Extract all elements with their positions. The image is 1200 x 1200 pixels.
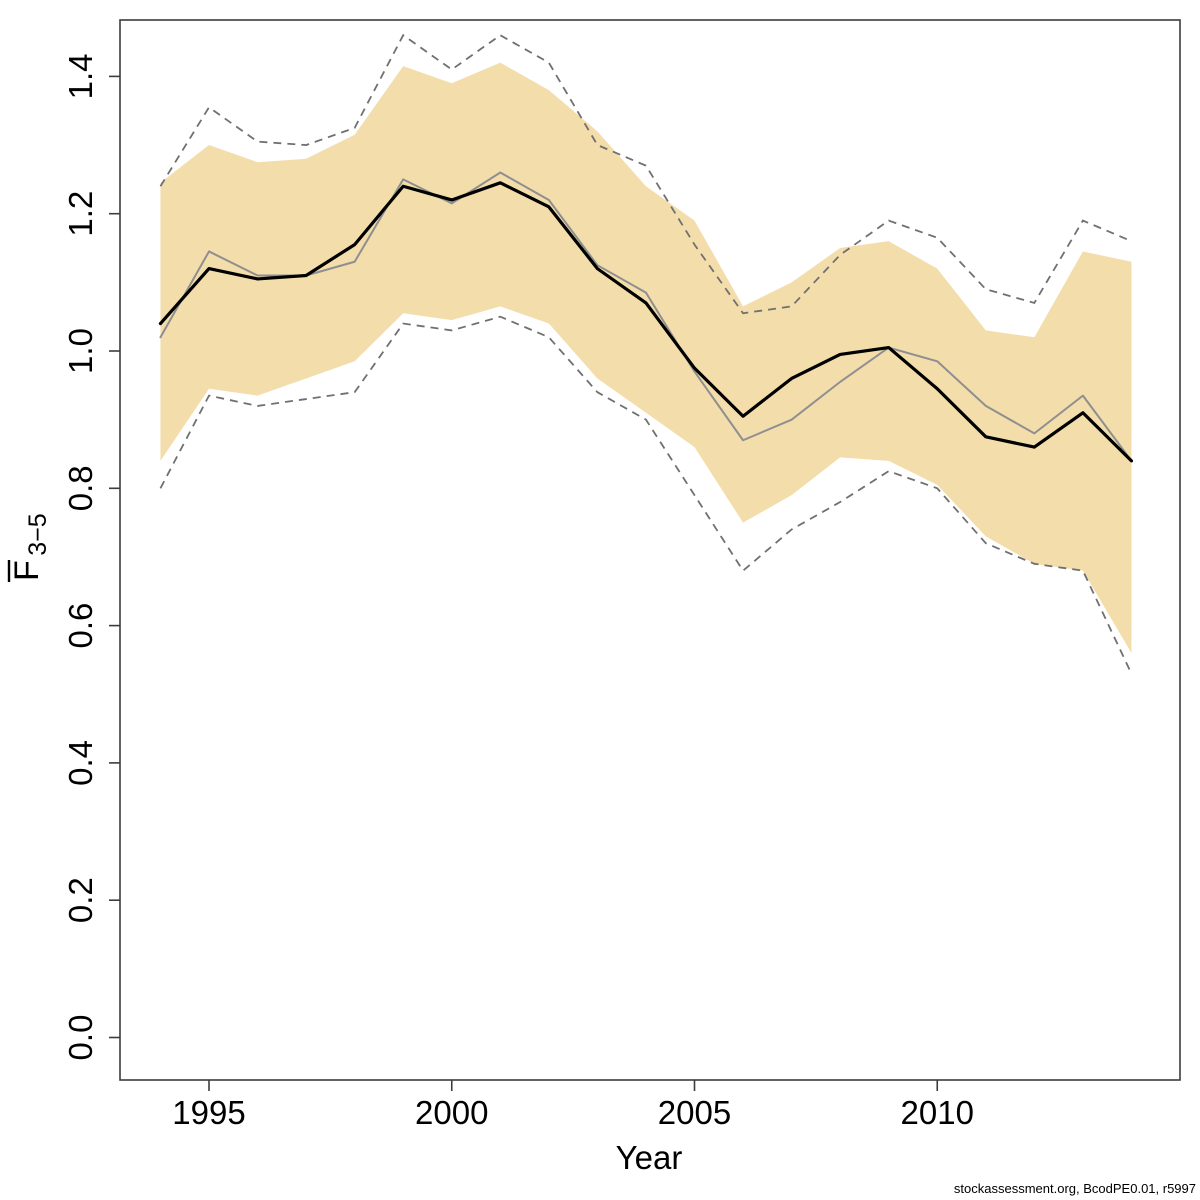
plot-border bbox=[119, 19, 1181, 1081]
y-tick-label: 0.6 bbox=[62, 603, 99, 649]
x-tick-label: 2010 bbox=[901, 1094, 974, 1131]
y-axis-title-sub: 3−5 bbox=[24, 513, 52, 555]
y-tick-label: 0.0 bbox=[62, 1015, 99, 1061]
x-tick-label: 2005 bbox=[658, 1094, 731, 1131]
y-tick-label: 0.2 bbox=[62, 877, 99, 923]
estimate-black-line bbox=[158, 181, 1134, 463]
comparison-gray-line bbox=[159, 171, 1133, 462]
y-axis-title: F 3−5 bbox=[7, 513, 52, 582]
y-tick-label: 0.8 bbox=[62, 465, 99, 511]
outer-ci-lower-dashed bbox=[159, 315, 1133, 675]
x-tick-label: 1995 bbox=[172, 1094, 245, 1131]
y-tick-label: 1.4 bbox=[62, 53, 99, 99]
x-axis-title: Year bbox=[616, 1139, 683, 1176]
y-axis-title-main: F bbox=[8, 560, 46, 581]
y-tick-label: 1.2 bbox=[62, 191, 99, 237]
plot-content: 1995 2000 2005 2010 0.0 0.2 0.4 0.6 0.8 1.0 1.2 1.4 bbox=[62, 33, 1134, 1131]
y-tick-label: 0.4 bbox=[62, 740, 99, 786]
outer-ci-upper-dashed bbox=[159, 33, 1132, 315]
confidence-band bbox=[160, 62, 1132, 654]
x-tick-label: 2000 bbox=[415, 1094, 488, 1131]
svg-text:F 3−5: F 3−5 bbox=[8, 513, 52, 581]
y-tick-label: 1.0 bbox=[62, 328, 99, 374]
footer-credit: stockassessment.org, BcodPE0.01, r5997 bbox=[954, 1181, 1196, 1196]
